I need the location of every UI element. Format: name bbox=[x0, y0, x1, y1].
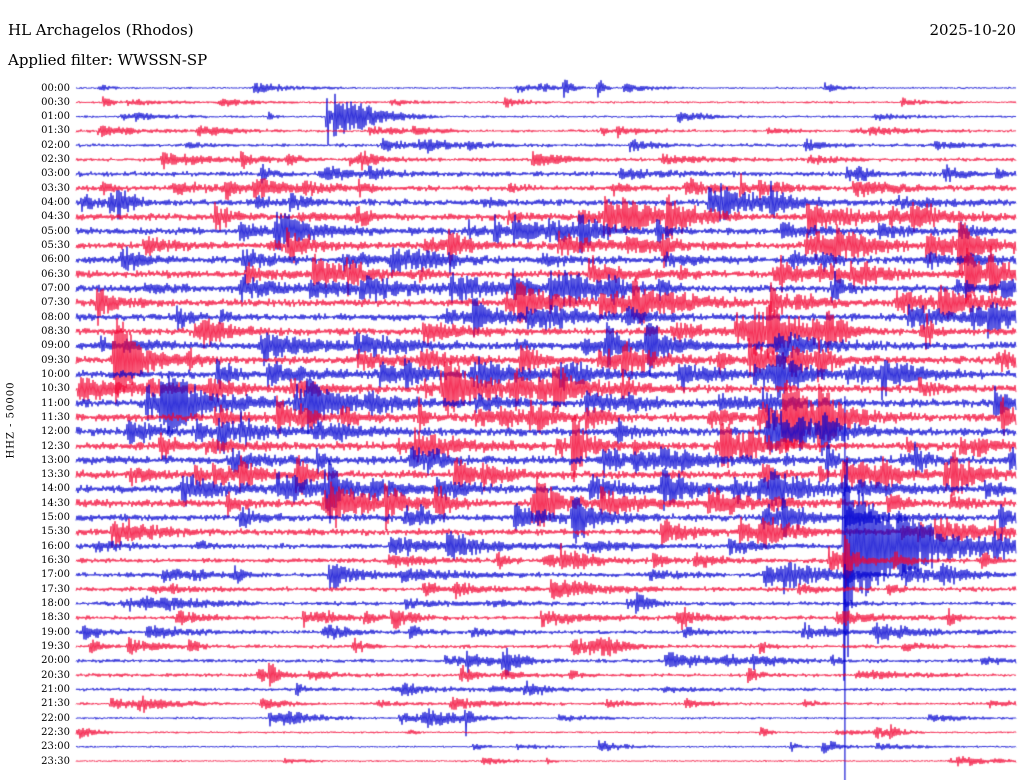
row-time-label: 03:00 bbox=[41, 168, 70, 180]
row-time-label: 12:00 bbox=[41, 426, 70, 438]
row-time-label: 19:30 bbox=[41, 640, 70, 652]
row-time-label: 20:00 bbox=[41, 655, 70, 667]
row-time-label: 14:00 bbox=[41, 483, 70, 495]
row-time-label: 21:30 bbox=[41, 698, 70, 710]
row-time-label: 22:00 bbox=[41, 712, 70, 724]
row-time-label: 01:00 bbox=[41, 111, 70, 123]
row-time-label: 00:30 bbox=[41, 96, 70, 108]
row-time-label: 04:00 bbox=[41, 197, 70, 209]
row-time-label: 04:30 bbox=[41, 211, 70, 223]
filter-label: Applied filter: WWSSN-SP bbox=[8, 51, 208, 69]
row-time-label: 16:30 bbox=[41, 555, 70, 567]
row-time-label: 06:00 bbox=[41, 254, 70, 266]
row-time-label: 09:30 bbox=[41, 354, 70, 366]
row-time-label: 12:30 bbox=[41, 440, 70, 452]
row-time-label: 23:00 bbox=[41, 741, 70, 753]
row-time-label: 07:00 bbox=[41, 282, 70, 294]
row-time-label: 11:30 bbox=[41, 411, 70, 423]
row-time-label: 23:30 bbox=[41, 755, 70, 767]
row-time-label: 09:00 bbox=[41, 340, 70, 352]
row-time-label: 02:00 bbox=[41, 139, 70, 151]
row-time-label: 08:00 bbox=[41, 311, 70, 323]
row-time-label: 18:30 bbox=[41, 612, 70, 624]
row-time-label: 22:30 bbox=[41, 726, 70, 738]
row-time-label: 18:00 bbox=[41, 598, 70, 610]
row-time-label: 10:00 bbox=[41, 368, 70, 380]
row-time-label: 15:30 bbox=[41, 526, 70, 538]
row-time-label: 13:00 bbox=[41, 454, 70, 466]
row-time-label: 15:00 bbox=[41, 512, 70, 524]
row-time-label: 16:00 bbox=[41, 540, 70, 552]
row-time-label: 05:30 bbox=[41, 240, 70, 252]
row-time-label: 19:00 bbox=[41, 626, 70, 638]
row-time-label: 07:30 bbox=[41, 297, 70, 309]
row-time-label: 00:00 bbox=[41, 82, 70, 94]
row-time-label: 11:00 bbox=[41, 397, 70, 409]
row-time-label: 14:30 bbox=[41, 497, 70, 509]
row-time-label: 08:30 bbox=[41, 325, 70, 337]
row-time-label: 01:30 bbox=[41, 125, 70, 137]
row-time-label: 13:30 bbox=[41, 469, 70, 481]
row-time-label: 03:30 bbox=[41, 182, 70, 194]
station-title: HL Archagelos (Rhodos) bbox=[8, 21, 194, 39]
row-time-label: 10:30 bbox=[41, 383, 70, 395]
row-time-label: 17:30 bbox=[41, 583, 70, 595]
plot-date: 2025-10-20 bbox=[929, 21, 1016, 39]
row-time-label: 06:30 bbox=[41, 268, 70, 280]
row-time-label: 05:00 bbox=[41, 225, 70, 237]
row-time-label: 20:30 bbox=[41, 669, 70, 681]
row-time-label: 02:30 bbox=[41, 154, 70, 166]
row-time-label: 17:00 bbox=[41, 569, 70, 581]
row-time-label: 21:00 bbox=[41, 683, 70, 695]
